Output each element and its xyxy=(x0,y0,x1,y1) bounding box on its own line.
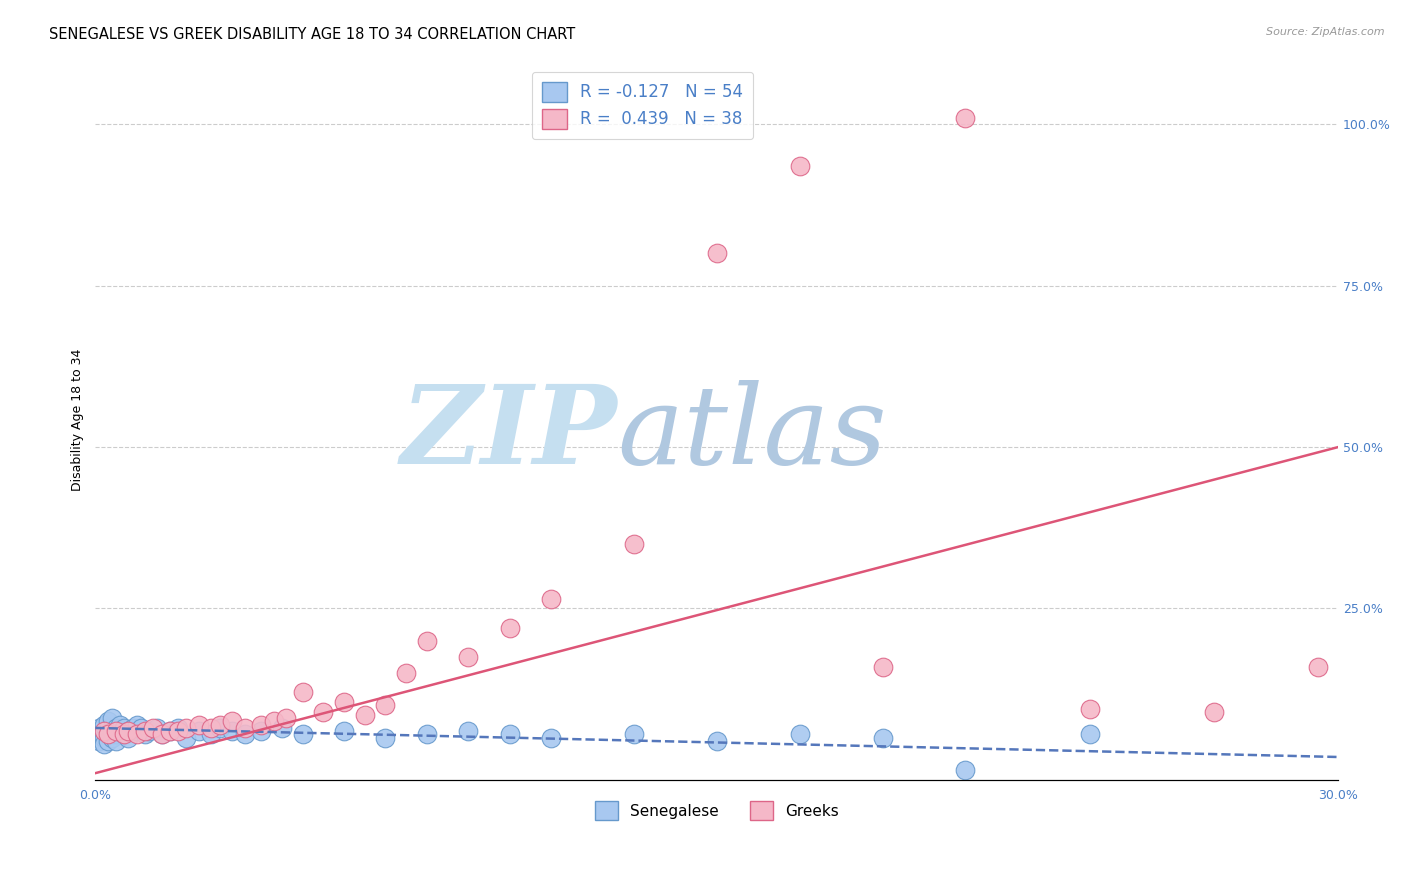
Point xyxy=(101,711,124,725)
Point xyxy=(233,727,256,741)
Point xyxy=(138,724,160,739)
Point xyxy=(150,727,173,741)
Point xyxy=(540,591,562,606)
Point xyxy=(200,721,222,735)
Point xyxy=(312,705,335,719)
Point xyxy=(159,724,181,739)
Point xyxy=(117,724,139,739)
Point xyxy=(1202,705,1225,719)
Point xyxy=(208,721,231,735)
Point xyxy=(416,633,439,648)
Point xyxy=(623,537,645,551)
Point xyxy=(117,724,139,739)
Point xyxy=(167,724,190,739)
Point xyxy=(872,731,894,745)
Point xyxy=(89,727,111,741)
Text: Source: ZipAtlas.com: Source: ZipAtlas.com xyxy=(1267,27,1385,37)
Point xyxy=(1078,727,1101,741)
Point xyxy=(167,721,190,735)
Point xyxy=(125,727,148,741)
Text: ZIP: ZIP xyxy=(401,380,617,488)
Point xyxy=(263,714,285,729)
Point xyxy=(93,717,115,731)
Text: atlas: atlas xyxy=(617,380,887,488)
Y-axis label: Disability Age 18 to 34: Disability Age 18 to 34 xyxy=(72,349,84,491)
Point xyxy=(105,727,128,741)
Point xyxy=(706,246,728,260)
Point xyxy=(187,724,209,739)
Point xyxy=(250,724,273,739)
Point xyxy=(129,721,152,735)
Point xyxy=(125,717,148,731)
Text: SENEGALESE VS GREEK DISABILITY AGE 18 TO 34 CORRELATION CHART: SENEGALESE VS GREEK DISABILITY AGE 18 TO… xyxy=(49,27,575,42)
Point xyxy=(112,727,135,741)
Point xyxy=(105,721,128,735)
Point xyxy=(187,717,209,731)
Point xyxy=(176,731,198,745)
Point xyxy=(270,721,292,735)
Point xyxy=(134,727,156,741)
Point xyxy=(134,724,156,739)
Point xyxy=(395,666,418,681)
Point xyxy=(159,724,181,739)
Point xyxy=(101,731,124,745)
Point xyxy=(333,695,356,709)
Point xyxy=(97,734,120,748)
Point xyxy=(457,724,479,739)
Point xyxy=(89,721,111,735)
Point xyxy=(291,727,314,741)
Point xyxy=(291,685,314,699)
Point xyxy=(105,734,128,748)
Point xyxy=(112,727,135,741)
Point xyxy=(105,724,128,739)
Point xyxy=(112,721,135,735)
Point xyxy=(872,659,894,673)
Point xyxy=(97,714,120,729)
Point xyxy=(498,727,520,741)
Point xyxy=(93,724,115,739)
Point xyxy=(108,724,131,739)
Point xyxy=(233,721,256,735)
Legend: Senegalese, Greeks: Senegalese, Greeks xyxy=(589,795,845,826)
Point xyxy=(374,731,396,745)
Point xyxy=(623,727,645,741)
Point xyxy=(101,724,124,739)
Point xyxy=(93,731,115,745)
Point xyxy=(1306,659,1329,673)
Point xyxy=(250,717,273,731)
Point xyxy=(333,724,356,739)
Point xyxy=(142,721,165,735)
Point xyxy=(498,621,520,635)
Point xyxy=(955,763,977,777)
Point xyxy=(374,698,396,713)
Point xyxy=(540,731,562,745)
Point xyxy=(97,727,120,741)
Point xyxy=(146,721,169,735)
Point xyxy=(416,727,439,741)
Point xyxy=(150,727,173,741)
Point xyxy=(208,717,231,731)
Point xyxy=(274,711,297,725)
Point xyxy=(353,708,375,723)
Point xyxy=(789,727,811,741)
Point xyxy=(176,721,198,735)
Point xyxy=(955,111,977,125)
Point xyxy=(89,734,111,748)
Point xyxy=(789,159,811,173)
Point xyxy=(706,734,728,748)
Point xyxy=(125,724,148,739)
Point xyxy=(97,727,120,741)
Point xyxy=(221,714,243,729)
Point xyxy=(93,724,115,739)
Point xyxy=(93,737,115,751)
Point xyxy=(117,731,139,745)
Point xyxy=(121,721,143,735)
Point xyxy=(200,727,222,741)
Point xyxy=(1078,701,1101,715)
Point xyxy=(457,649,479,664)
Point xyxy=(97,721,120,735)
Point xyxy=(108,717,131,731)
Point xyxy=(221,724,243,739)
